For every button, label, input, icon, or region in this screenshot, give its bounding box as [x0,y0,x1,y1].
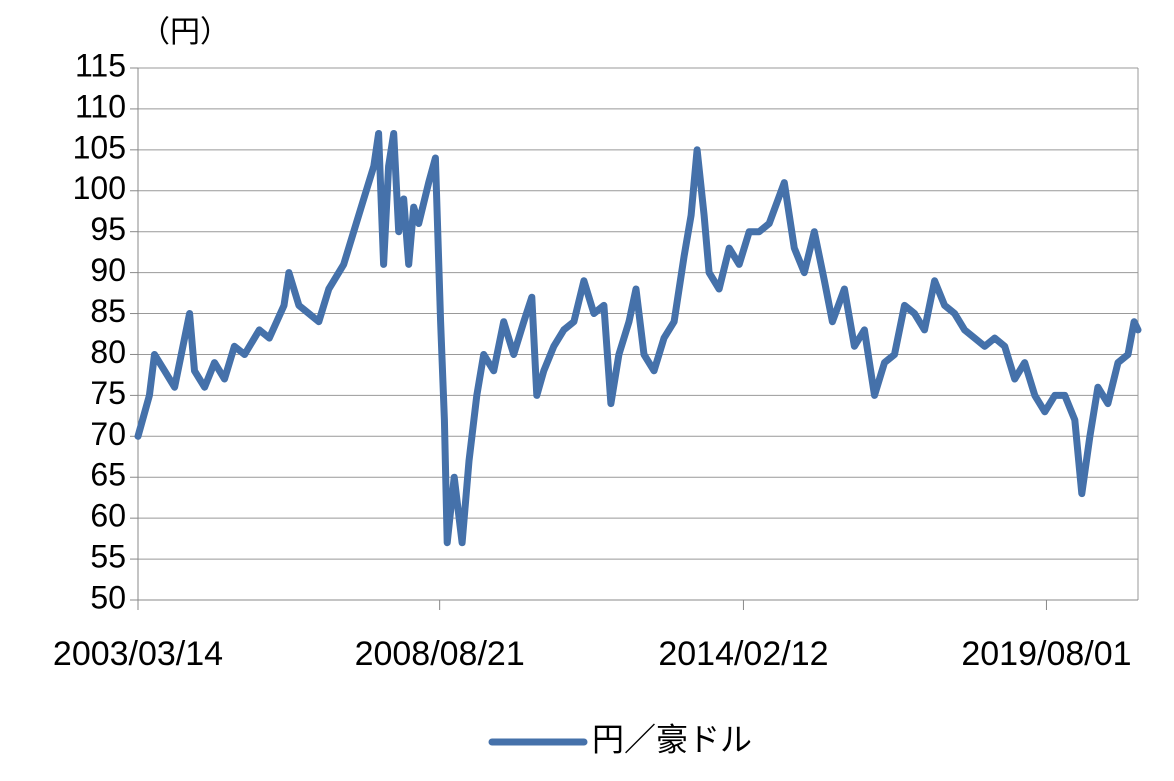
data-line [134,130,1142,547]
y-tick-label: 70 [90,416,126,452]
x-tick-label: 2008/08/21 [355,635,525,673]
y-tick-label: 65 [90,457,126,493]
y-tick-label: 85 [90,293,126,329]
y-axis-label: （円） [140,16,230,49]
y-tick-label: 75 [90,375,126,411]
y-tick-label: 100 [73,170,126,206]
y-tick-label: 110 [75,88,126,124]
legend-label: 円／豪ドル [592,721,752,757]
y-tick-label: 60 [90,498,126,534]
y-tick-label: 95 [90,211,126,247]
x-tick-label: 2019/08/01 [961,635,1131,673]
y-tick-label: 50 [90,579,126,615]
y-tick-label: 105 [73,129,126,165]
y-tick-label: 115 [75,47,126,83]
y-tick-label: 55 [90,539,126,575]
y-tick-label: 90 [90,252,126,288]
y-tick-label: 80 [90,334,126,370]
x-tick-label: 2003/03/14 [53,635,223,673]
x-tick-label: 2014/02/12 [658,635,828,673]
